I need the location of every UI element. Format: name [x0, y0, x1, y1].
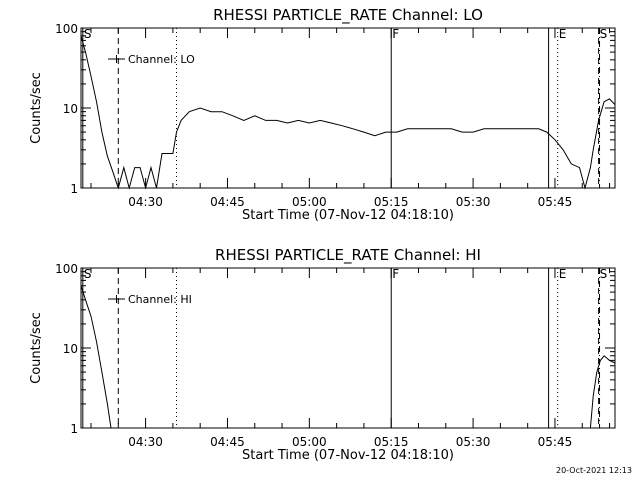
series-line — [80, 285, 112, 429]
y-tick-label: 100 — [55, 262, 78, 276]
plot-timestamp: 20-Oct-2021 12:13 — [556, 466, 632, 475]
x-axis-label: Start Time (07-Nov-12 04:18:10) — [242, 448, 454, 463]
event-marker-label: S — [84, 267, 92, 281]
y-axis-label: Counts/sec — [29, 312, 44, 384]
legend-label: Channel: LO — [128, 53, 195, 66]
x-tick-label: 05:30 — [456, 195, 491, 209]
plot-frame — [80, 267, 616, 429]
y-tick-label: 10 — [63, 102, 78, 116]
x-axis-label: Start Time (07-Nov-12 04:18:10) — [242, 208, 454, 223]
x-tick-label: 04:45 — [210, 435, 245, 449]
y-axis-label: Counts/sec — [29, 72, 44, 144]
chart-panel-0: RHESSI PARTICLE_RATE Channel: LO 1 10 100 04… — [29, 6, 616, 223]
chart-panel-1: RHESSI PARTICLE_RATE Channel: HI 1 10 100 04… — [29, 246, 616, 463]
event-marker-label: F — [392, 267, 399, 281]
y-tick-label: 10 — [63, 342, 78, 356]
event-marker-label: S — [600, 267, 608, 281]
y-tick-label: 1 — [70, 422, 78, 436]
x-tick-label: 04:30 — [128, 195, 163, 209]
x-tick-label: 05:15 — [374, 435, 409, 449]
series-line — [589, 355, 616, 429]
x-tick-label: 05:45 — [538, 435, 573, 449]
event-marker-label: E — [559, 27, 567, 41]
event-marker-label: F — [392, 27, 399, 41]
chart-title: RHESSI PARTICLE_RATE Channel: HI — [215, 246, 481, 265]
x-tick-label: 05:00 — [292, 195, 327, 209]
event-marker-label: S — [600, 27, 608, 41]
y-tick-label: 100 — [55, 22, 78, 36]
legend-label: Channel: HI — [128, 293, 192, 306]
series-line — [80, 35, 616, 190]
chart-title: RHESSI PARTICLE_RATE Channel: LO — [213, 6, 483, 25]
x-tick-label: 05:00 — [292, 435, 327, 449]
x-tick-label: 04:30 — [128, 435, 163, 449]
x-tick-label: 05:15 — [374, 195, 409, 209]
y-tick-label: 1 — [70, 182, 78, 196]
x-tick-label: 04:45 — [210, 195, 245, 209]
x-tick-label: 05:30 — [456, 435, 491, 449]
event-marker-label: S — [84, 27, 92, 41]
event-marker-label: E — [559, 267, 567, 281]
x-tick-label: 05:45 — [538, 195, 573, 209]
plot-frame — [80, 27, 616, 189]
